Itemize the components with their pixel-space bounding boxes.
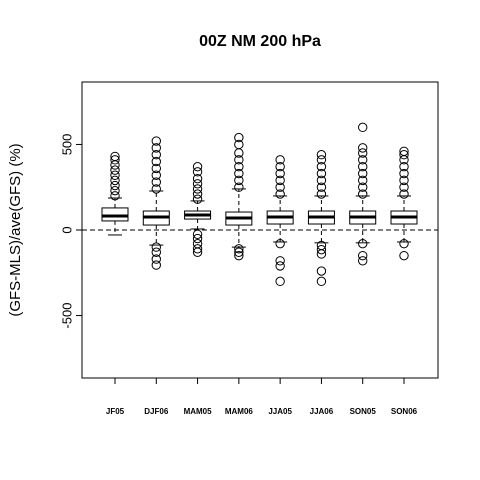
outlier: [399, 175, 409, 186]
outlier: [358, 155, 368, 165]
outlier: [316, 182, 327, 192]
outlier: [275, 155, 285, 165]
outlier: [192, 184, 203, 194]
outlier: [358, 175, 368, 186]
outlier: [192, 247, 203, 257]
outlier: [275, 261, 285, 271]
outlier: [151, 136, 161, 146]
outlier: [192, 189, 203, 199]
outlier: [316, 244, 327, 255]
outlier: [358, 182, 368, 192]
y-tick-label: 0: [59, 226, 74, 233]
outlier: [316, 249, 327, 259]
outlier: [192, 173, 203, 184]
x-tick-label: MAM05: [184, 407, 213, 416]
outlier: [358, 256, 368, 266]
outlier: [275, 276, 285, 287]
outlier: [358, 250, 368, 261]
outlier: [399, 150, 409, 160]
x-tick-label: JJA06: [310, 407, 334, 416]
outlier: [358, 161, 368, 172]
outlier: [316, 276, 327, 287]
outlier: [234, 247, 244, 257]
outlier: [399, 250, 409, 261]
outlier: [358, 148, 368, 158]
outlier: [151, 143, 161, 153]
outlier: [110, 185, 120, 196]
outlier: [151, 177, 161, 187]
x-tick-label: DJF06: [144, 407, 169, 416]
outlier: [234, 175, 244, 186]
outlier: [358, 143, 368, 153]
chart-title: 00Z NM 200 hPa: [199, 33, 321, 50]
outlier: [110, 191, 120, 201]
outlier: [234, 250, 244, 261]
outlier: [110, 155, 120, 165]
outlier: [275, 168, 285, 179]
outlier: [192, 229, 203, 239]
outlier: [110, 175, 120, 186]
outlier: [275, 182, 285, 192]
outlier: [110, 165, 120, 175]
outlier: [151, 150, 161, 160]
outlier: [234, 168, 244, 179]
outlier: [234, 161, 244, 172]
y-axis-label: (GFS-MLS)/ave(GFS) (%): [7, 143, 24, 316]
x-tick-label: MAM06: [225, 407, 254, 416]
outlier: [316, 155, 327, 165]
outlier: [275, 189, 285, 199]
outlier: [316, 266, 327, 276]
y-tick-label: 500: [59, 134, 74, 156]
outlier: [399, 161, 409, 172]
outlier: [192, 244, 203, 254]
outlier: [234, 155, 244, 165]
outlier: [151, 170, 161, 180]
outlier: [358, 122, 368, 133]
outlier: [151, 184, 161, 194]
x-tick-label: SON05: [350, 407, 377, 416]
box: [101, 207, 129, 222]
outlier: [358, 168, 368, 179]
outlier: [358, 189, 368, 199]
outlier: [234, 182, 244, 192]
outlier: [275, 175, 285, 186]
outlier: [316, 175, 327, 186]
outlier: [316, 168, 327, 179]
outlier: [151, 247, 161, 257]
outlier: [192, 233, 203, 244]
x-tick-label: SON06: [391, 407, 418, 416]
outlier: [151, 163, 161, 174]
outlier: [110, 170, 120, 180]
outlier: [234, 139, 244, 150]
outlier: [151, 260, 161, 270]
x-tick-label: JF05: [106, 407, 125, 416]
outlier: [316, 161, 327, 172]
outlier: [399, 189, 409, 199]
outlier: [275, 161, 285, 172]
outlier: [399, 238, 409, 249]
outlier: [399, 146, 409, 156]
y-tick-label: -500: [59, 303, 74, 329]
outlier: [151, 254, 161, 264]
outlier: [192, 167, 203, 177]
outlier: [234, 244, 244, 254]
outlier: [110, 151, 120, 162]
outlier: [151, 156, 161, 167]
x-tick-label: JJA05: [268, 407, 292, 416]
outlier: [275, 256, 285, 266]
outlier: [110, 180, 120, 191]
outlier: [399, 182, 409, 192]
outlier: [192, 179, 203, 189]
outlier: [192, 194, 203, 204]
outlier: [399, 168, 409, 179]
outlier: [234, 132, 244, 143]
outlier: [151, 242, 161, 252]
outlier: [358, 238, 368, 249]
outlier: [275, 238, 285, 249]
outlier: [316, 189, 327, 199]
outlier: [192, 161, 203, 172]
outlier: [316, 150, 327, 160]
